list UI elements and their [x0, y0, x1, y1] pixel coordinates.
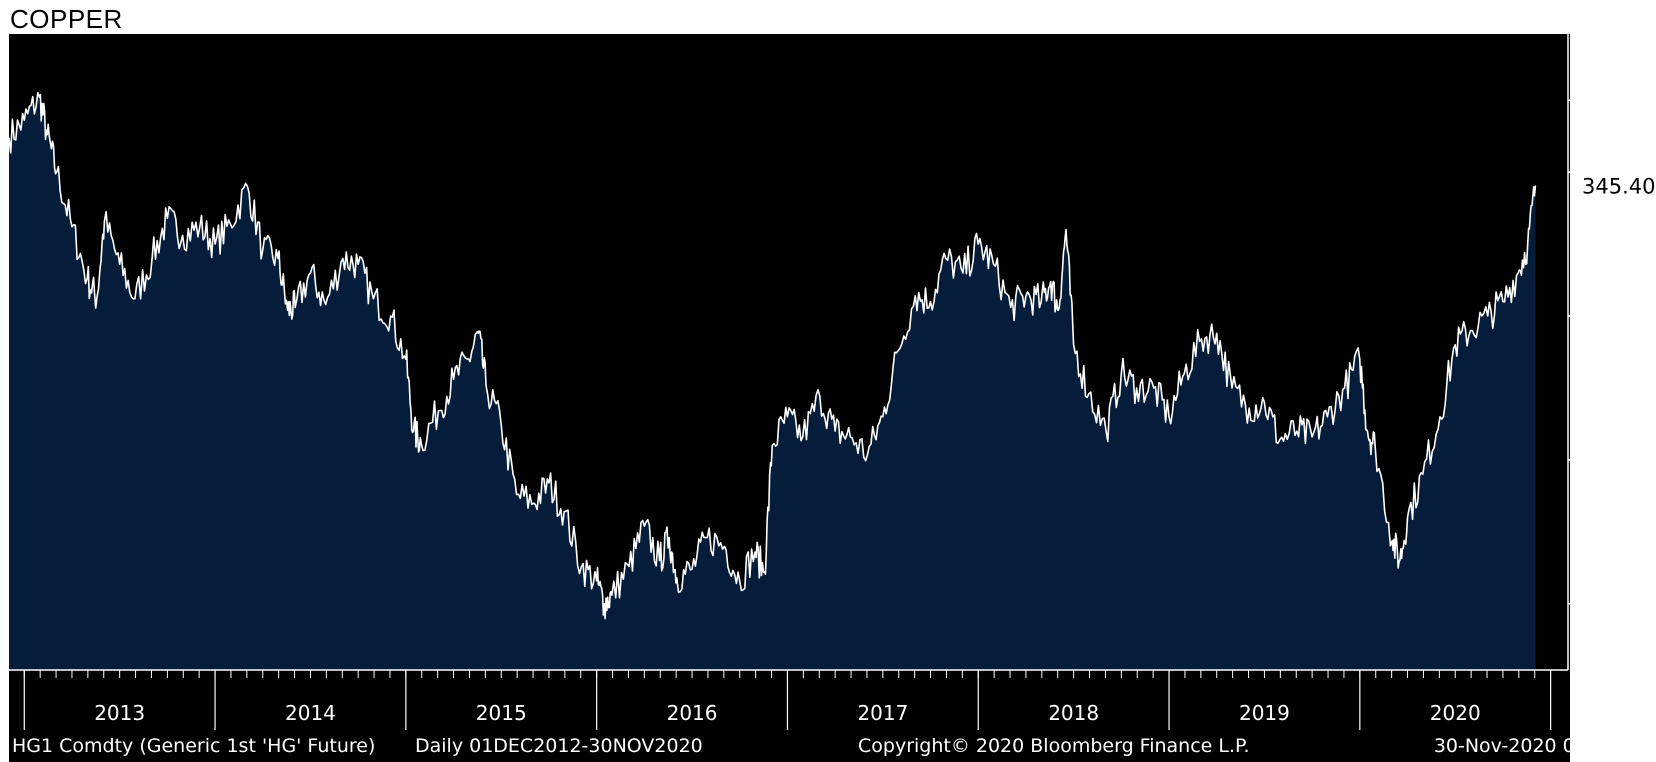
- chart-title: COPPER: [10, 4, 123, 34]
- x-tick-label-2016: 2016: [667, 701, 718, 725]
- y-tick-label-200: 200: [1579, 592, 1617, 616]
- x-tick-label-2013: 2013: [94, 701, 145, 725]
- footer: HG1 Comdty (Generic 1st 'HG' Future) Dai…: [12, 735, 1648, 757]
- footer-timestamp: 30-Nov-2020 06:47:44: [1434, 735, 1648, 757]
- y-tick-label-250: 250: [1579, 448, 1617, 472]
- plot-area: [8, 91, 1537, 670]
- series-line: [8, 91, 1537, 620]
- last-value-label: 345.40: [1582, 174, 1655, 198]
- footer-range: Daily 01DEC2012-30NOV2020: [415, 735, 703, 757]
- last-value-marker: 345.40: [1570, 172, 1655, 199]
- footer-copyright: Copyright© 2020 Bloomberg Finance L.P.: [858, 735, 1250, 757]
- x-tick-label-2017: 2017: [857, 701, 908, 725]
- x-tick-label-2014: 2014: [285, 701, 336, 725]
- x-tick-label-2015: 2015: [476, 701, 527, 725]
- last-value-box: [1570, 172, 1652, 199]
- x-tick-label-2020: 2020: [1430, 701, 1481, 725]
- x-tick-label-2018: 2018: [1048, 701, 1099, 725]
- footer-ticker: HG1 Comdty (Generic 1st 'HG' Future): [12, 735, 375, 757]
- y-tick-label-300: 300: [1579, 304, 1617, 328]
- x-tick-label-2019: 2019: [1239, 701, 1290, 725]
- series-area: [9, 92, 1536, 670]
